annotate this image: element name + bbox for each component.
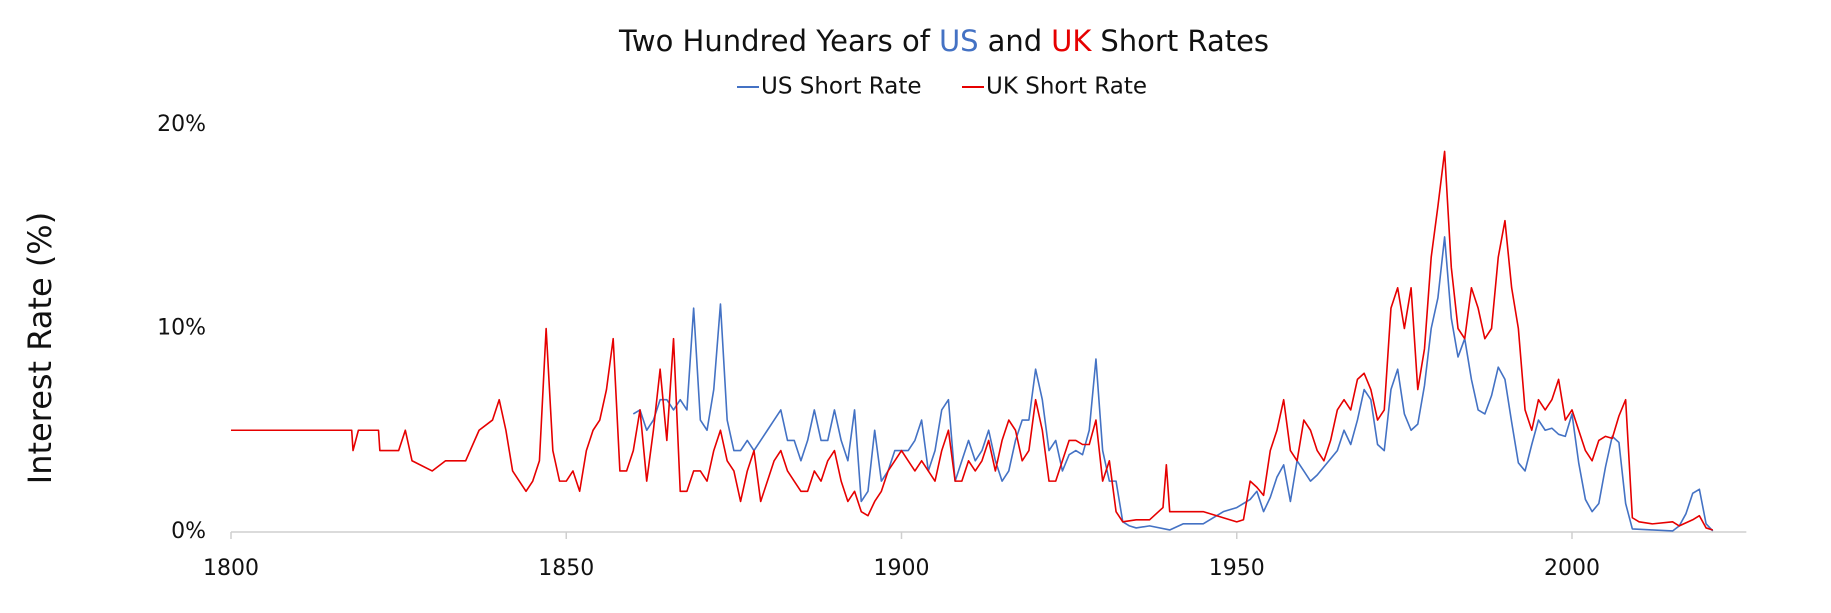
x-tick-label: 1800: [203, 556, 259, 581]
legend-label: UK Short Rate: [986, 74, 1147, 100]
legend-label: US Short Rate: [761, 74, 922, 100]
x-tick-label: 1850: [538, 556, 594, 581]
x-tick-label: 1950: [1209, 556, 1265, 581]
series-line: [231, 150, 1714, 531]
y-axis-label: Interest Rate (%): [21, 212, 59, 484]
x-tick-label: 2000: [1544, 556, 1600, 581]
title-part: UK: [1051, 24, 1092, 58]
x-tick-label: 1900: [874, 556, 930, 581]
title-part: US: [939, 24, 979, 58]
series-line: [632, 236, 1714, 532]
title-part: and: [988, 24, 1043, 58]
y-tick-label: 20%: [157, 112, 206, 137]
title-part: Short Rates: [1100, 24, 1269, 58]
y-tick-label: 10%: [157, 316, 206, 341]
y-tick-label: 0%: [171, 519, 206, 544]
chart-title: Two Hundred Years of US and UK Short Rates: [618, 24, 1269, 58]
title-part: Two Hundred Years of: [618, 24, 931, 58]
